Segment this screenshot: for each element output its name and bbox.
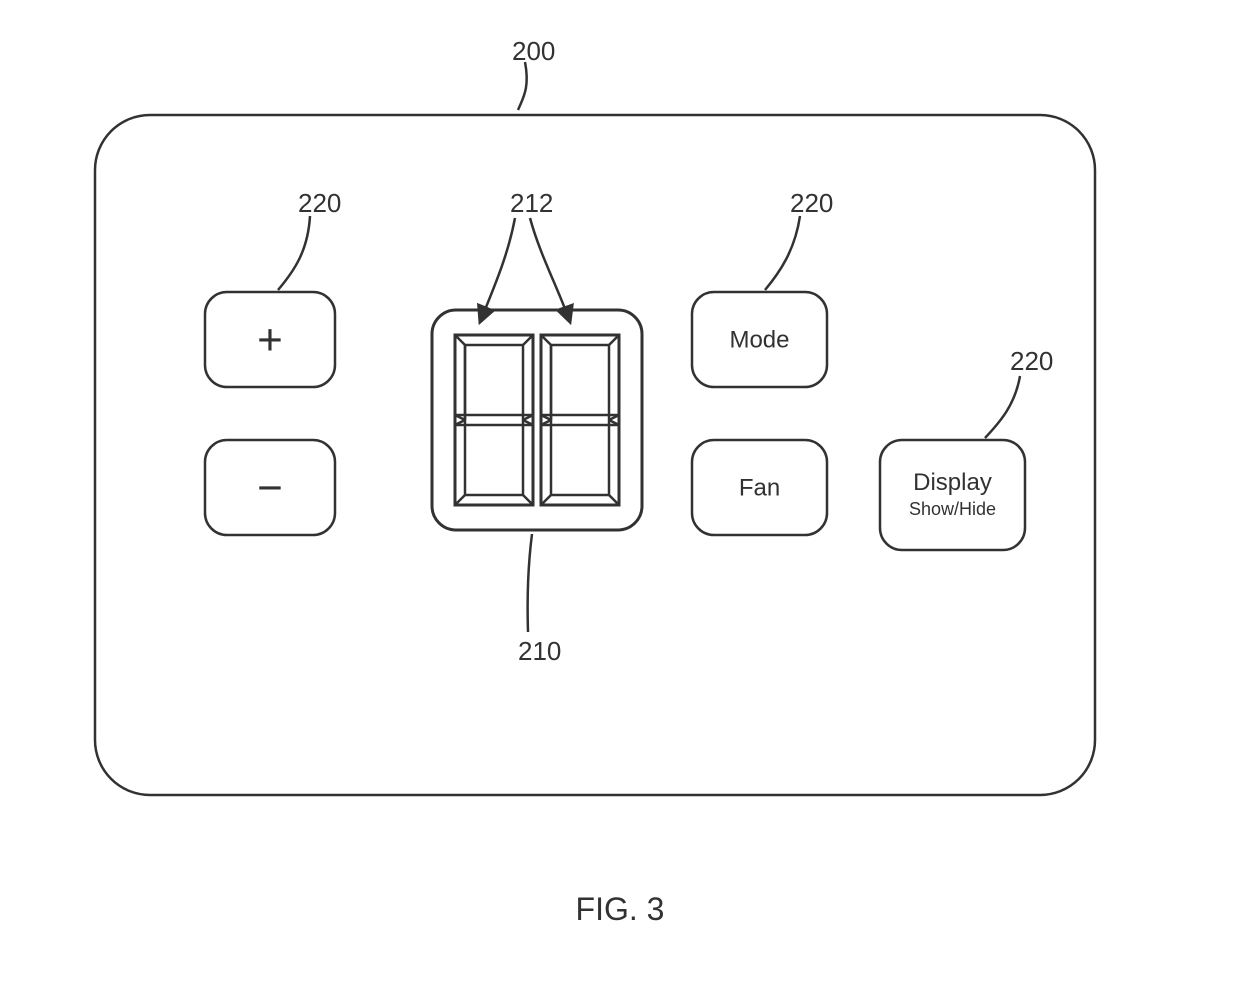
patent-figure: + − Mode Fan Display Show/Hide 200 220 212 220 220…: [0, 0, 1240, 1000]
minus-button[interactable]: −: [205, 440, 335, 535]
button-label: Mode: [729, 327, 789, 354]
plus-button[interactable]: +: [205, 292, 335, 387]
display-button[interactable]: Display Show/Hide: [880, 440, 1025, 550]
reference-number: 212: [510, 188, 553, 218]
button-label: Display: [913, 469, 992, 496]
button-symbol: −: [257, 464, 283, 513]
callout: 200: [512, 36, 555, 110]
reference-number: 200: [512, 36, 555, 66]
fan-button[interactable]: Fan: [692, 440, 827, 535]
reference-number: 220: [298, 188, 341, 218]
mode-button[interactable]: Mode: [692, 292, 827, 387]
figure-caption: FIG. 3: [576, 891, 665, 927]
button-symbol: +: [257, 316, 283, 365]
reference-number: 210: [518, 636, 561, 666]
reference-number: 220: [1010, 346, 1053, 376]
reference-number: 220: [790, 188, 833, 218]
button-label: Fan: [739, 475, 780, 502]
button-sublabel: Show/Hide: [909, 499, 996, 519]
